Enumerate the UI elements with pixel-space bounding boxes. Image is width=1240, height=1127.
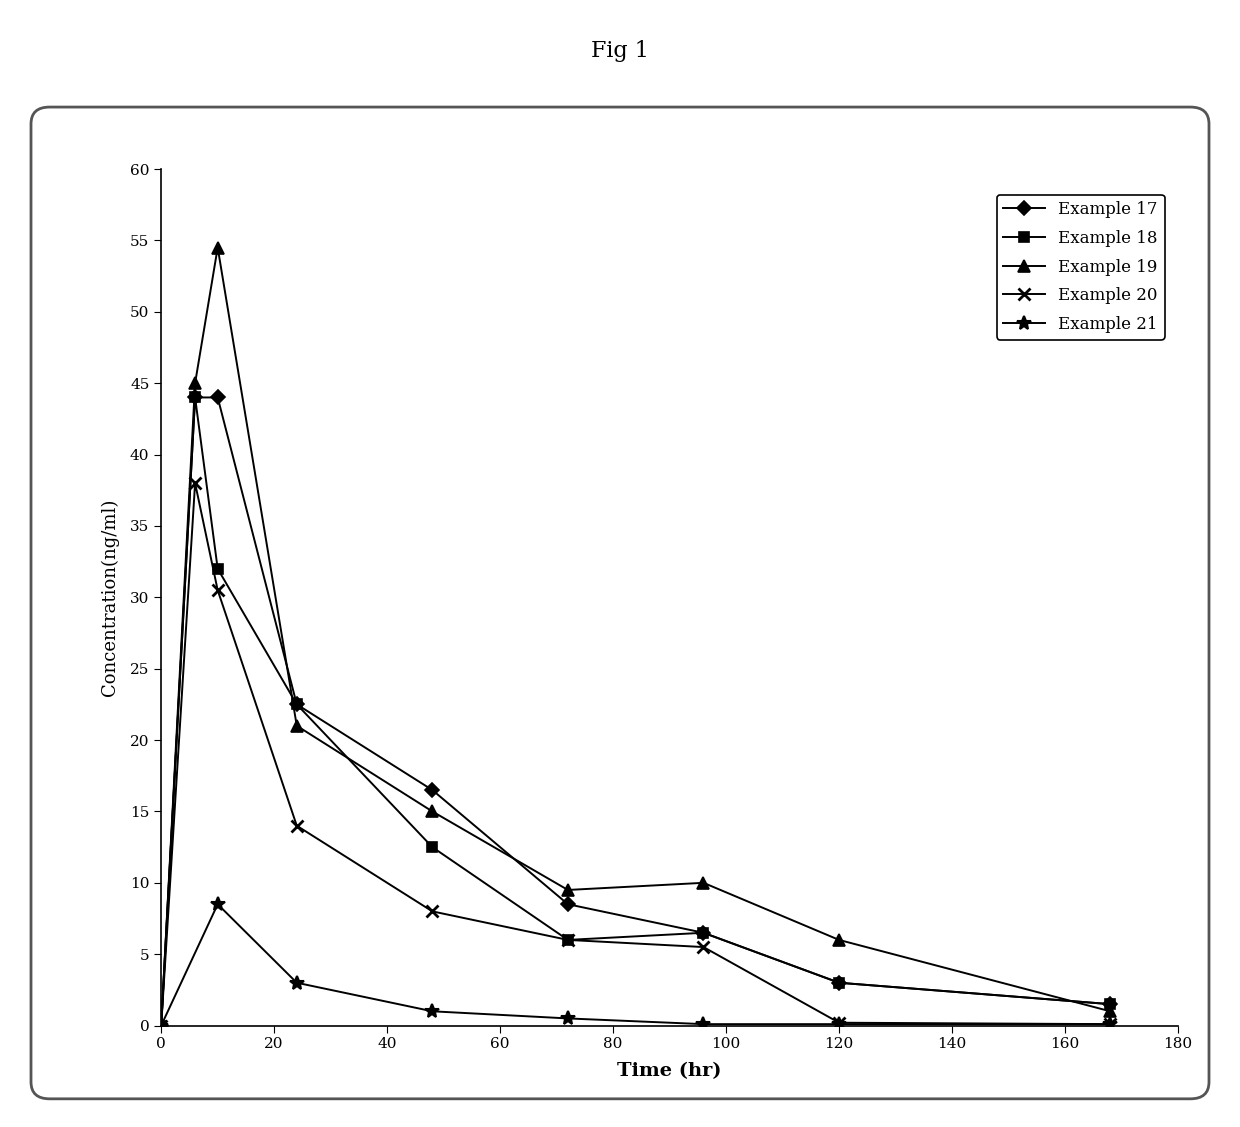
Example 17 [1102, 997, 1117, 1011]
Example 18 [425, 841, 440, 854]
Line: Example 21: Example 21 [154, 897, 1117, 1032]
Example 21 [289, 976, 304, 990]
X-axis label: Time (hr): Time (hr) [618, 1063, 722, 1081]
Line: Example 17: Example 17 [156, 392, 1115, 1030]
Text: Fig 1: Fig 1 [591, 39, 649, 62]
Example 21 [832, 1018, 847, 1031]
Example 19 [187, 376, 202, 390]
Example 20 [211, 584, 226, 597]
Example 20 [560, 933, 575, 947]
Example 17 [154, 1019, 169, 1032]
Example 17 [289, 698, 304, 711]
Example 21 [154, 1019, 169, 1032]
Line: Example 20: Example 20 [156, 478, 1116, 1031]
FancyBboxPatch shape [31, 107, 1209, 1099]
Example 19 [560, 884, 575, 897]
Example 19 [289, 719, 304, 733]
Example 19 [211, 241, 226, 255]
Example 17 [560, 897, 575, 911]
Example 18 [832, 976, 847, 990]
Example 19 [832, 933, 847, 947]
Example 19 [1102, 1004, 1117, 1018]
Legend: Example 17, Example 18, Example 19, Example 20, Example 21: Example 17, Example 18, Example 19, Exam… [997, 195, 1164, 339]
Example 19 [425, 805, 440, 818]
Example 21 [560, 1012, 575, 1026]
Example 21 [696, 1018, 711, 1031]
Example 20 [187, 477, 202, 490]
Example 18 [154, 1019, 169, 1032]
Example 17 [696, 926, 711, 940]
Example 18 [289, 698, 304, 711]
Example 18 [187, 391, 202, 405]
Example 20 [1102, 1018, 1117, 1031]
Example 19 [696, 876, 711, 889]
Example 20 [425, 905, 440, 919]
Example 17 [832, 976, 847, 990]
Example 19 [154, 1019, 169, 1032]
Example 21 [1102, 1018, 1117, 1031]
Example 17 [211, 391, 226, 405]
Line: Example 19: Example 19 [156, 242, 1116, 1031]
Example 18 [560, 933, 575, 947]
Example 18 [211, 562, 226, 576]
Line: Example 18: Example 18 [156, 392, 1115, 1030]
Example 17 [187, 391, 202, 405]
Example 18 [696, 926, 711, 940]
Example 20 [832, 1015, 847, 1029]
Example 20 [696, 940, 711, 953]
Example 21 [211, 897, 226, 911]
Example 20 [154, 1019, 169, 1032]
Y-axis label: Concentration(ng/ml): Concentration(ng/ml) [100, 498, 119, 696]
Example 18 [1102, 997, 1117, 1011]
Example 17 [425, 783, 440, 797]
Example 21 [425, 1004, 440, 1018]
Example 20 [289, 819, 304, 833]
